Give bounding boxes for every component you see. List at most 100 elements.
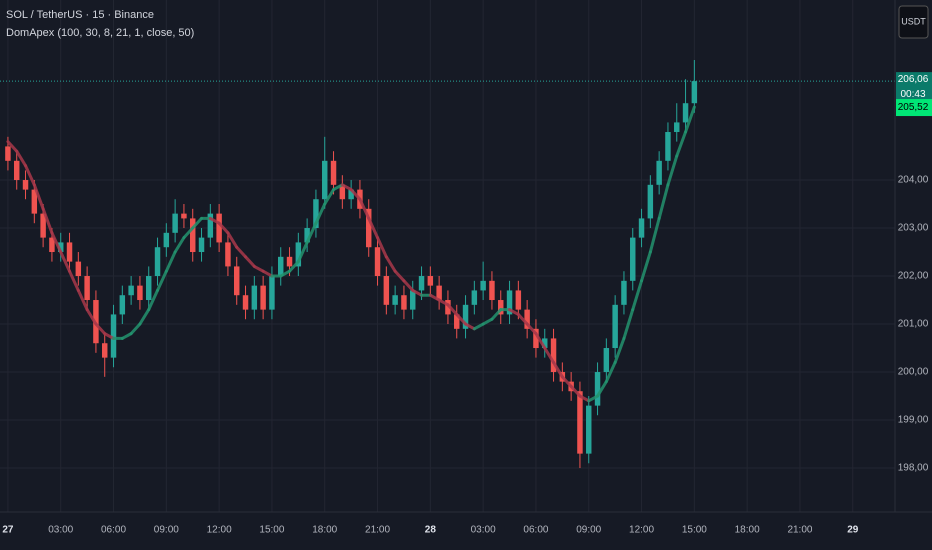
y-tick-label: 202,00 [898, 271, 929, 282]
indicator-line [32, 183, 45, 211]
indicator-line [15, 149, 28, 168]
indicator-line [578, 394, 591, 403]
last-price-label: 206,06 [898, 74, 929, 85]
candle-body [612, 304, 618, 349]
indicator-line [613, 336, 626, 364]
indicator-line [59, 250, 72, 273]
indicator-line [252, 264, 265, 273]
indicator-legend: DomApex (100, 30, 8, 21, 1, close, 50) [6, 27, 194, 39]
x-tick-label: 21:00 [365, 525, 390, 536]
candle-body [295, 242, 302, 267]
candle-body [234, 266, 240, 296]
candle-body [682, 103, 689, 123]
candle-body [5, 146, 11, 161]
candle-body [66, 242, 73, 262]
candle-body [313, 199, 319, 229]
candle-body [603, 348, 610, 373]
indicator-line [675, 130, 688, 158]
indicator-line [376, 236, 388, 259]
indicator-line [279, 269, 292, 278]
indicator-line [543, 346, 556, 364]
candle-body [436, 285, 442, 301]
indicator-line [437, 298, 450, 307]
countdown-label: 00:43 [900, 89, 925, 100]
candle-body [137, 285, 143, 301]
candle-body [630, 237, 636, 281]
chart-title: SOL / TetherUS · 15 · Binance [6, 9, 154, 21]
x-tick-label: 15:00 [259, 525, 284, 536]
indicator-line [666, 154, 679, 187]
indicator-line [41, 207, 54, 235]
indicator-line [103, 332, 116, 340]
candle-body [154, 247, 161, 277]
candle-body [13, 160, 20, 181]
indicator-line [428, 293, 441, 302]
indicator-line [235, 245, 248, 259]
candle-body [524, 309, 530, 329]
candle-body [145, 276, 152, 301]
candle-body [665, 132, 671, 161]
plot [0, 60, 895, 469]
indicator-line [464, 322, 476, 331]
candle-body [322, 160, 328, 200]
candle-body [542, 338, 548, 349]
candle-body [621, 280, 627, 305]
candle-body [647, 184, 654, 219]
candle-body [577, 391, 583, 454]
candle-body [366, 208, 372, 248]
candle-body [418, 276, 425, 291]
candle-body [286, 256, 293, 267]
indicator-line [164, 250, 177, 273]
candle-body [480, 280, 486, 291]
indicator-line [50, 231, 63, 254]
indicator-line [323, 188, 336, 206]
indicator-line [305, 221, 318, 244]
x-tick-label: 12:00 [629, 525, 654, 536]
indicator-line [411, 288, 424, 297]
x-tick-label: 09:00 [154, 525, 179, 536]
y-tick-label: 199,00 [898, 415, 929, 426]
indicator-line [349, 188, 362, 201]
x-tick-label: 29 [847, 525, 859, 536]
y-tick-label: 198,00 [898, 463, 929, 474]
indicator-line [587, 394, 600, 403]
candle-body [110, 314, 117, 358]
candle-body [198, 237, 205, 253]
x-tick-label: 18:00 [312, 525, 337, 536]
x-tick-label: 27 [2, 525, 14, 536]
candle-body [40, 213, 46, 238]
indicator-line [208, 216, 221, 225]
indicator-line [384, 255, 397, 273]
candle-body [330, 160, 337, 185]
indicator-line [508, 308, 520, 316]
candle-body [31, 189, 38, 214]
x-tick-label: 06:00 [523, 525, 548, 536]
candle-body [445, 300, 451, 315]
indicator-line [129, 322, 142, 336]
indicator-line [552, 360, 564, 379]
candle-body [225, 242, 231, 267]
currency-button[interactable] [898, 5, 929, 39]
candle-body [638, 218, 645, 238]
x-tick-label: 09:00 [576, 525, 601, 536]
candle-body [471, 290, 478, 305]
candle-body [489, 280, 495, 301]
x-tick-label: 15:00 [682, 525, 707, 536]
indicator-line [314, 202, 327, 225]
indicator-line [191, 216, 204, 230]
candle-body [75, 261, 82, 277]
candle-body [533, 328, 539, 349]
candle-body [181, 213, 187, 219]
candle-body [410, 290, 416, 310]
indicator-line [472, 322, 485, 331]
last-price-box [896, 72, 932, 103]
indicator-line [393, 269, 406, 283]
indicator-line [358, 197, 371, 220]
candle-body [172, 213, 178, 233]
indicator-line [288, 260, 300, 273]
currency-label[interactable]: USDT [901, 16, 926, 26]
candle-body [427, 276, 434, 286]
candle-body [691, 81, 698, 104]
indicator-line [296, 240, 309, 264]
candle-body [260, 285, 266, 310]
